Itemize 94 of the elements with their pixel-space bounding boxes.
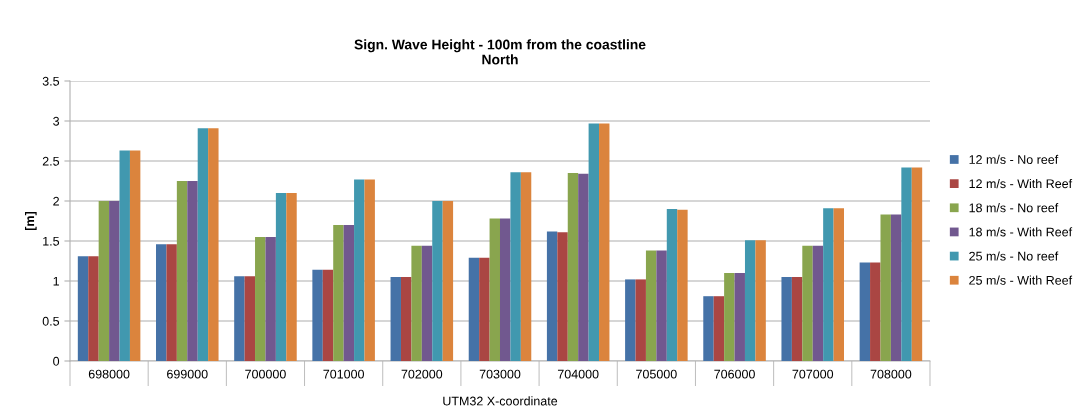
bar	[557, 232, 568, 361]
x-tick-label: 701000	[323, 369, 365, 379]
bar	[255, 237, 266, 361]
bar	[166, 244, 177, 361]
bar	[823, 208, 834, 361]
bar	[432, 201, 443, 361]
bar	[500, 218, 511, 361]
bar	[400, 277, 412, 361]
bar	[88, 256, 99, 361]
y-tick-label: 3	[53, 116, 60, 126]
bar	[578, 173, 589, 361]
bar	[109, 201, 120, 361]
bar	[859, 262, 871, 361]
legend-label: 12 m/s - No reef	[969, 154, 1059, 164]
x-tick-label: 699000	[167, 369, 208, 379]
y-tick-label: 1.5	[43, 236, 60, 246]
x-tick-label: 703000	[479, 369, 521, 379]
x-tick-label: 704000	[557, 369, 599, 379]
bar	[599, 123, 610, 361]
bar	[880, 214, 891, 361]
y-tick-label: 0	[53, 356, 60, 366]
bar	[197, 128, 209, 361]
x-tick-label: 707000	[792, 369, 834, 379]
bar	[442, 201, 454, 361]
x-tick-label: 708000	[870, 369, 912, 379]
bar	[343, 225, 355, 361]
y-tick-label: 3.5	[42, 76, 60, 86]
bar	[479, 257, 490, 361]
bar	[520, 172, 532, 361]
bar	[791, 277, 803, 361]
bar	[666, 209, 678, 361]
bar	[129, 150, 141, 361]
bar	[244, 276, 256, 361]
legend-label: 25 m/s - With Reef	[969, 275, 1073, 285]
bar	[833, 208, 844, 361]
bar	[156, 244, 167, 361]
bar	[802, 245, 813, 361]
x-tick-label: 702000	[401, 369, 443, 379]
y-tick-label: 2.5	[42, 156, 60, 166]
legend-label: 25 m/s - No reef	[969, 251, 1059, 261]
bar	[77, 256, 89, 361]
bar	[744, 240, 756, 361]
bar	[588, 123, 600, 361]
legend-label: 18 m/s - No reef	[969, 203, 1059, 213]
bar	[713, 296, 725, 361]
bar	[265, 237, 276, 361]
bar	[870, 262, 881, 361]
bar	[734, 273, 745, 361]
bar	[421, 245, 433, 361]
bar	[468, 257, 480, 361]
bar	[703, 296, 714, 361]
bar	[635, 279, 646, 361]
bar	[781, 277, 792, 361]
y-tick-label: 0.5	[42, 316, 60, 326]
bar	[354, 179, 365, 361]
bar	[656, 250, 667, 361]
bar	[901, 167, 912, 361]
legend-label: 12 m/s - With Reef	[969, 178, 1073, 189]
bar	[890, 214, 902, 361]
x-tick-label: 705000	[636, 369, 677, 379]
bar	[286, 193, 297, 361]
bar	[510, 172, 521, 361]
bar	[567, 173, 579, 361]
bar	[312, 269, 323, 361]
bar	[390, 277, 401, 361]
bar	[677, 209, 688, 361]
bar	[98, 201, 110, 361]
y-axis-title: [m]	[25, 211, 37, 231]
y-tick-label: 1	[53, 276, 59, 286]
x-axis-title: UTM32 X-coordinate	[443, 396, 558, 406]
legend-label: 18 m/s - With Reef	[969, 227, 1073, 237]
bar	[208, 128, 219, 361]
bar	[625, 279, 636, 361]
bar	[812, 245, 824, 361]
x-tick-label: 698000	[88, 369, 130, 379]
bar	[724, 273, 735, 361]
x-tick-label: 706000	[714, 369, 755, 379]
bar	[234, 276, 245, 361]
x-tick-label: 700000	[245, 369, 286, 379]
bar	[645, 250, 657, 361]
y-tick-label: 2	[53, 196, 59, 206]
bar	[187, 181, 198, 361]
bar	[176, 181, 188, 361]
bar	[411, 245, 422, 361]
bar	[489, 218, 500, 361]
bar	[333, 225, 344, 361]
bar	[364, 179, 375, 361]
bar	[546, 231, 558, 361]
bar	[911, 167, 923, 361]
bar	[275, 193, 287, 361]
bar	[119, 150, 130, 361]
bar	[322, 269, 334, 361]
bar	[755, 240, 766, 361]
chart-title: Sign. Wave Height - 100m from the coastline North	[354, 39, 646, 65]
